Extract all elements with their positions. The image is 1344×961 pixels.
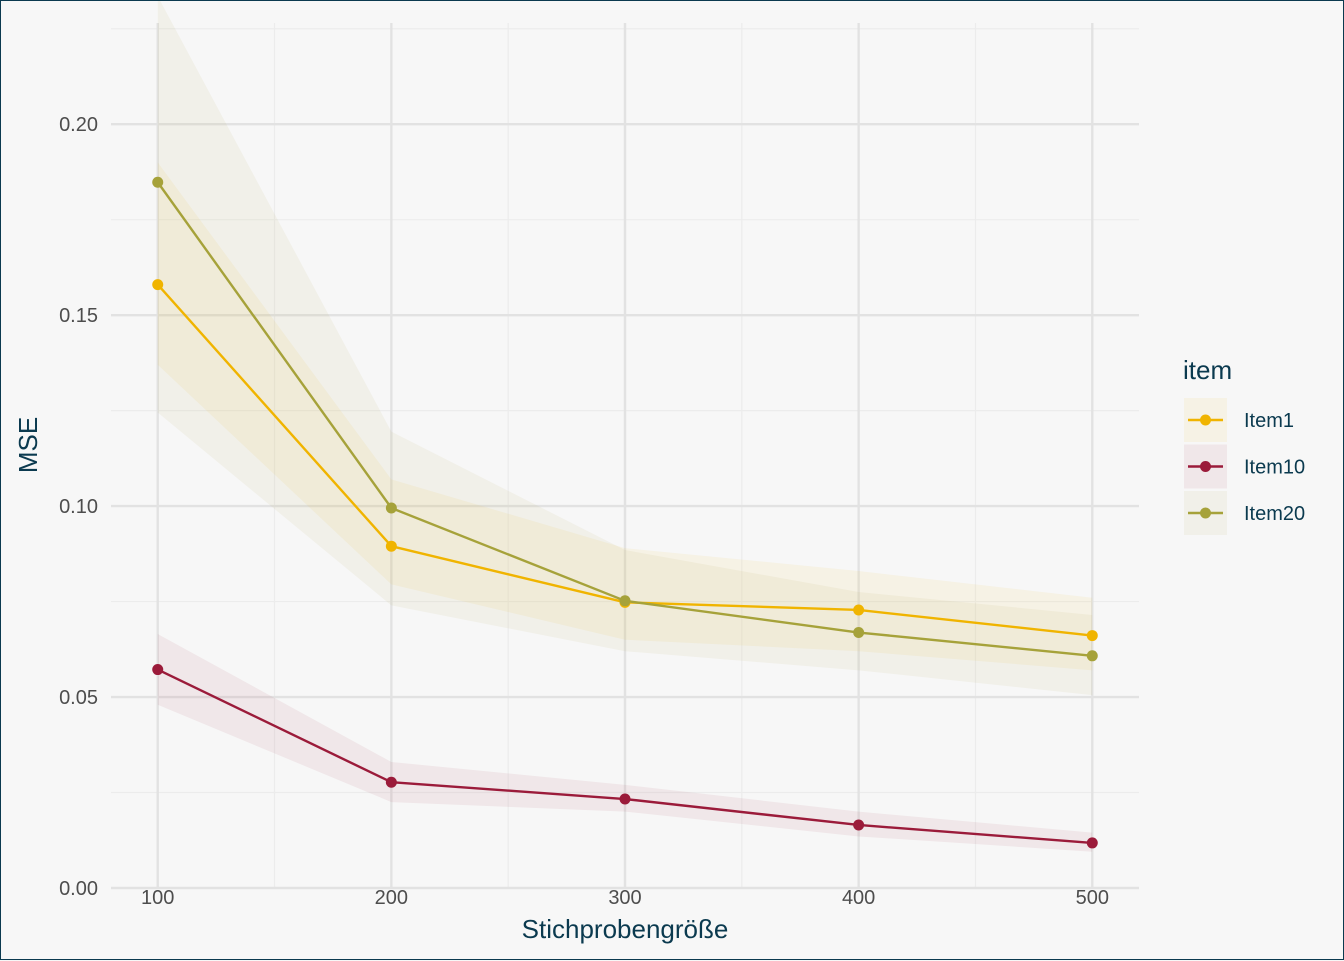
grid-major <box>111 23 1139 890</box>
x-tick-label: 200 <box>375 887 408 909</box>
y-tick-label: 0.15 <box>59 305 98 327</box>
item20-point <box>1086 650 1098 662</box>
y-tick-label: 0.05 <box>59 687 98 709</box>
item10-point <box>1086 837 1098 849</box>
item20-point <box>385 502 397 514</box>
x-tick-label: 400 <box>842 887 875 909</box>
y-axis-ticks: 0.00 0.05 0.10 0.15 0.20 <box>59 114 98 900</box>
x-axis-ticks: 100 200 300 400 500 <box>141 887 1109 909</box>
item20-point <box>152 176 164 188</box>
legend: item Item1 Item10 Item20 <box>1183 355 1305 535</box>
item20-legend-key-point <box>1200 507 1211 519</box>
legend-title: item <box>1183 355 1232 385</box>
x-tick-label: 300 <box>608 887 641 909</box>
item10-point <box>385 776 397 788</box>
y-tick-label: 0.00 <box>59 878 98 900</box>
legend-items: Item1 Item10 Item20 <box>1184 398 1305 535</box>
item20-confidence-band <box>157 1 1093 696</box>
item10-point <box>619 793 631 805</box>
x-tick-label: 500 <box>1076 887 1109 909</box>
y-tick-label: 0.10 <box>59 496 98 518</box>
item1-legend-label: Item1 <box>1244 410 1294 432</box>
y-tick-label: 0.20 <box>59 114 98 136</box>
item20-legend-label: Item20 <box>1244 503 1305 525</box>
x-axis-title: Stichprobengröße <box>522 914 729 944</box>
item1-point <box>152 279 164 291</box>
item20-point <box>853 627 865 639</box>
item10-confidence-band <box>157 634 1093 852</box>
item10-legend-label: Item10 <box>1244 457 1305 479</box>
item1-point <box>853 604 865 616</box>
y-axis-title: MSE <box>13 417 43 473</box>
x-tick-label: 100 <box>141 887 174 909</box>
item10-point <box>152 664 164 676</box>
item1-point <box>385 540 397 552</box>
item10-legend-key-point <box>1200 461 1211 472</box>
series-points <box>152 176 1098 849</box>
item1-legend-key-point <box>1200 414 1211 426</box>
item1-point <box>1086 630 1098 642</box>
item10-point <box>853 819 865 831</box>
item20-point <box>619 595 631 607</box>
